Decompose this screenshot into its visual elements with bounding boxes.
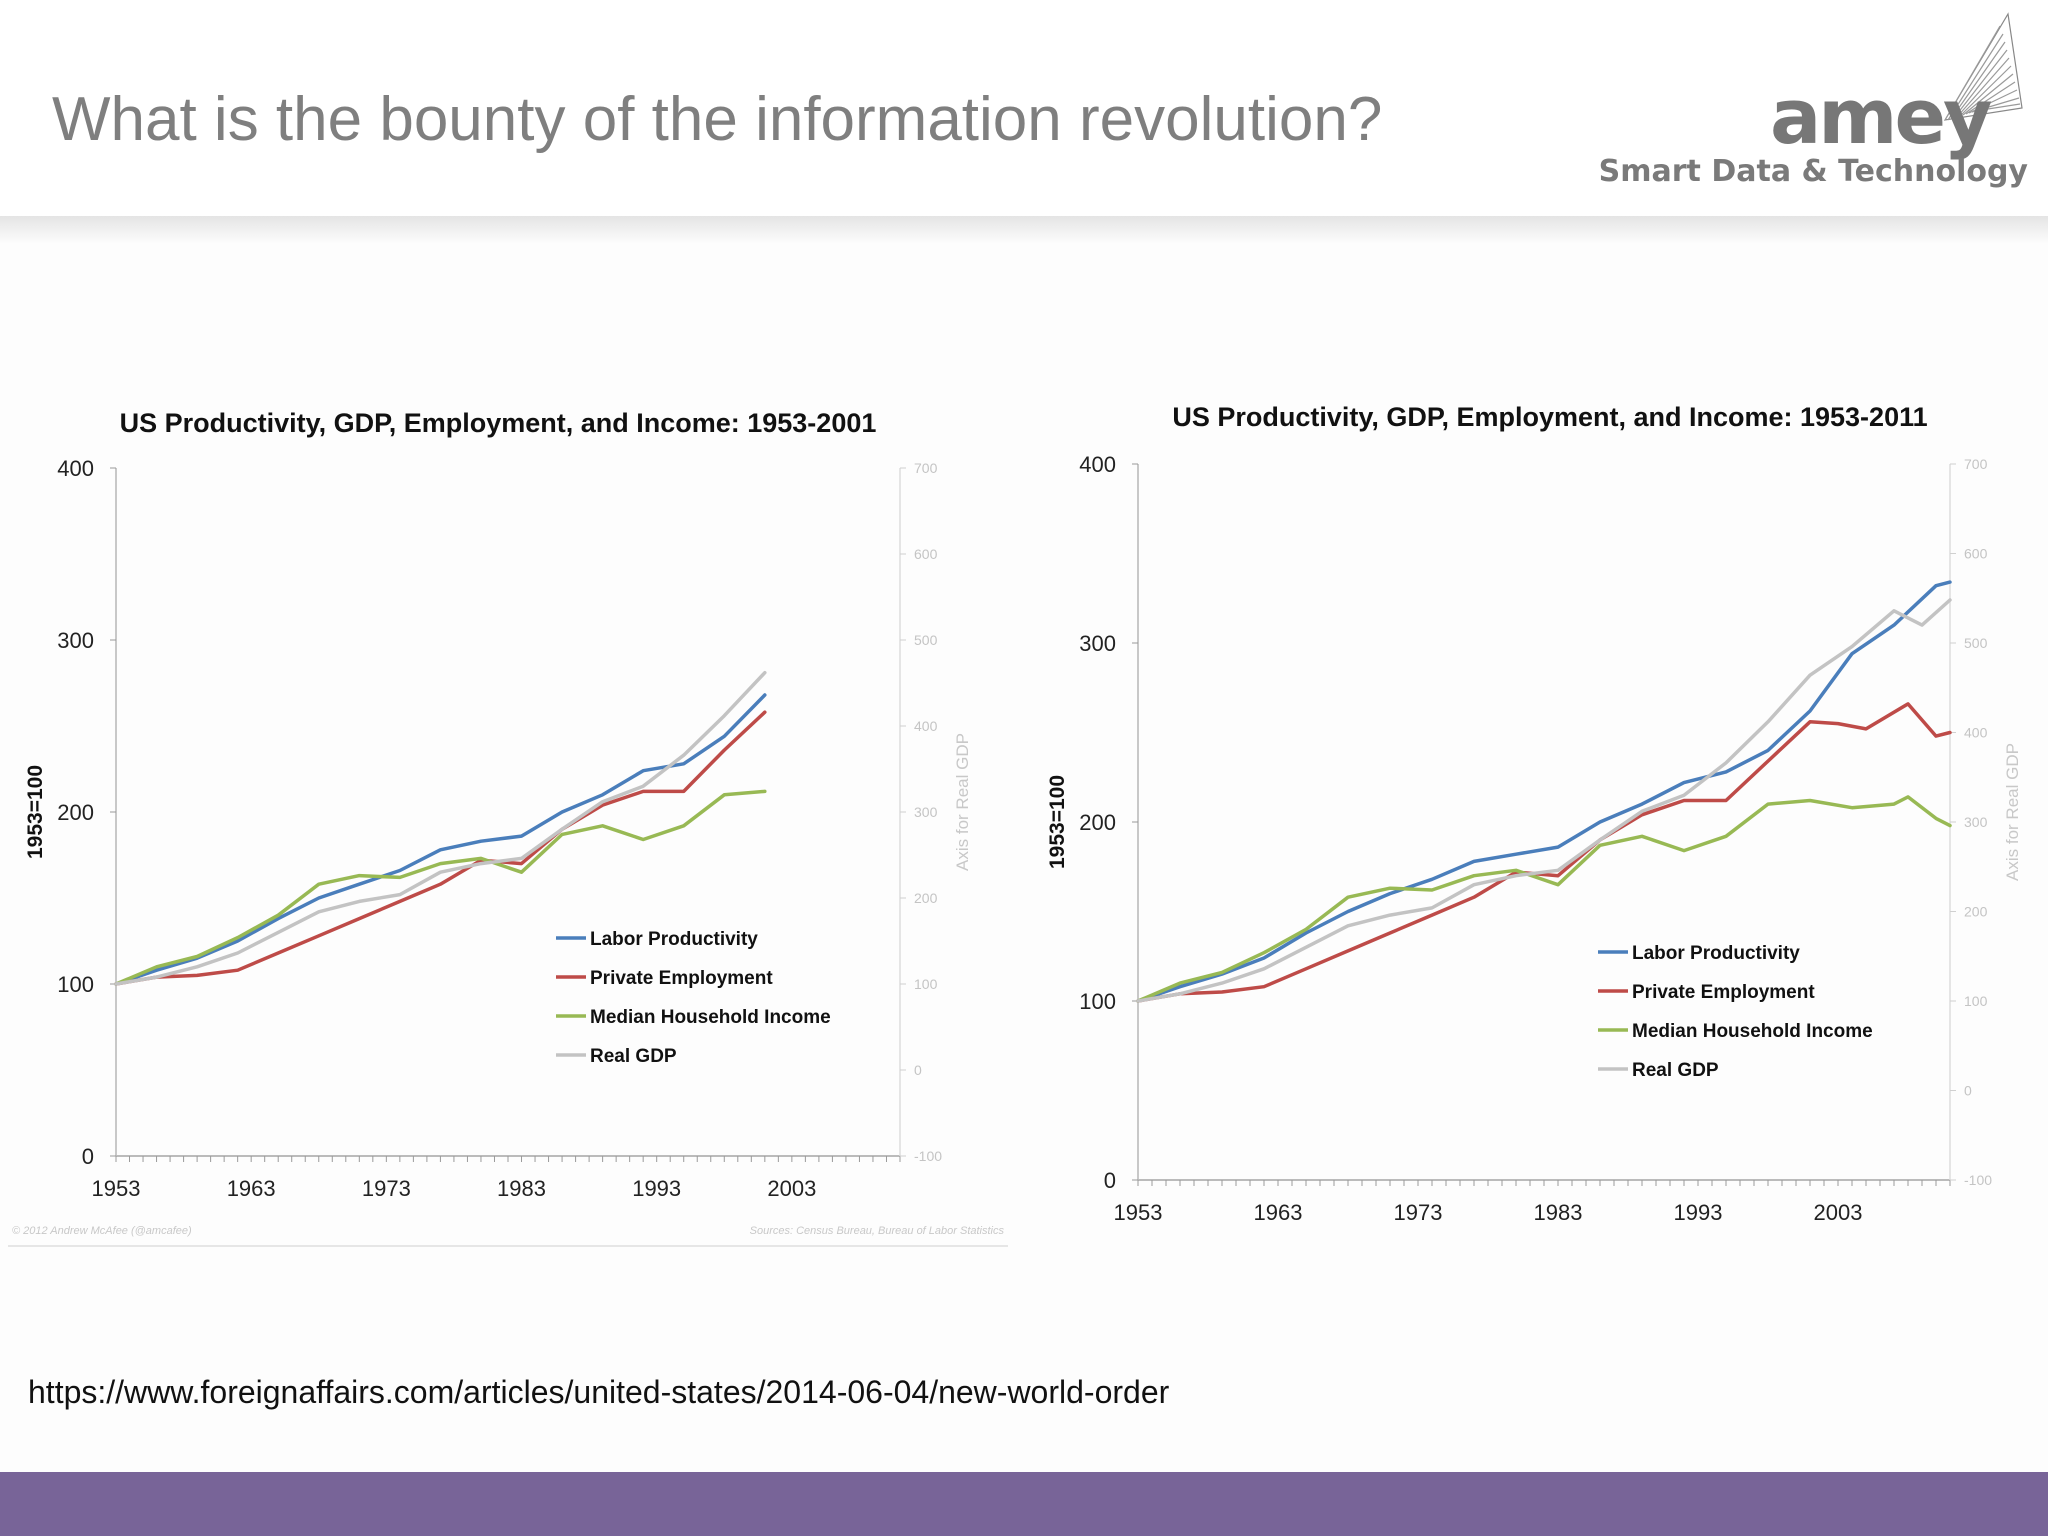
- chart-title: US Productivity, GDP, Employment, and In…: [120, 408, 877, 438]
- series-line-0: [114, 693, 767, 986]
- series-line-0: [1136, 580, 1952, 1003]
- right-tick-label: 400: [1964, 725, 1988, 741]
- y-tick-label: 0: [82, 1144, 94, 1169]
- series-line-1: [1136, 702, 1952, 1003]
- legend-label: Real GDP: [590, 1046, 677, 1067]
- right-tick-label: 600: [1964, 546, 1988, 562]
- header-shadow: [0, 216, 2048, 244]
- right-tick-label: 700: [914, 460, 938, 476]
- slide-header: [0, 0, 2048, 216]
- x-tick-label: 1983: [1534, 1200, 1583, 1225]
- chart-credit: © 2012 Andrew McAfee (@amcafee): [12, 1225, 192, 1237]
- y-axis-label: 1953=100: [1046, 775, 1069, 869]
- series-line-2: [114, 789, 767, 986]
- legend-label: Private Employment: [1632, 982, 1815, 1003]
- y-tick-label: 0: [1104, 1168, 1116, 1193]
- x-tick-label: 1973: [362, 1176, 411, 1201]
- x-tick-label: 1963: [1254, 1200, 1303, 1225]
- right-tick-label: 100: [1964, 993, 1988, 1009]
- y-tick-label: 200: [57, 800, 94, 825]
- chart-source-note: Sources: Census Bureau, Bureau of Labor …: [750, 1225, 1005, 1237]
- legend-label: Median Household Income: [1632, 1021, 1873, 1042]
- series-line-3: [1136, 598, 1952, 1003]
- right-tick-label: 0: [1964, 1083, 1972, 1099]
- legend-label: Real GDP: [1632, 1060, 1719, 1081]
- series-line-1: [114, 710, 767, 986]
- series-line-3: [114, 670, 767, 986]
- right-tick-label: -100: [914, 1148, 942, 1164]
- chart-1953-2011: US Productivity, GDP, Employment, and In…: [1046, 402, 2022, 1225]
- right-tick-label: 0: [914, 1062, 922, 1078]
- x-tick-label: 1973: [1394, 1200, 1443, 1225]
- source-link[interactable]: https://www.foreignaffairs.com/articles/…: [28, 1374, 1170, 1410]
- legend-label: Labor Productivity: [1632, 943, 1800, 964]
- right-tick-label: 700: [1964, 456, 1988, 472]
- y-tick-label: 200: [1079, 810, 1116, 835]
- x-tick-label: 1983: [497, 1176, 546, 1201]
- amey-logo-swoosh-icon: [1943, 12, 2023, 121]
- legend-label: Private Employment: [590, 968, 773, 989]
- right-tick-label: 500: [914, 632, 938, 648]
- chart-1953-2001: US Productivity, GDP, Employment, and In…: [8, 408, 1008, 1247]
- right-axis-label: Axis for Real GDP: [953, 733, 972, 871]
- right-tick-label: 500: [1964, 635, 1988, 651]
- logo-tagline: Smart Data & Technology: [1598, 154, 2028, 189]
- y-tick-label: 100: [1079, 989, 1116, 1014]
- x-tick-label: 2003: [1814, 1200, 1863, 1225]
- y-tick-label: 300: [1079, 631, 1116, 656]
- x-tick-label: 1963: [227, 1176, 276, 1201]
- right-tick-label: 300: [1964, 814, 1988, 830]
- y-axis-label: 1953=100: [24, 765, 47, 859]
- series-line-2: [1136, 795, 1952, 1003]
- right-tick-label: 600: [914, 546, 938, 562]
- y-tick-label: 300: [57, 628, 94, 653]
- x-tick-label: 1953: [1114, 1200, 1163, 1225]
- x-tick-label: 2003: [767, 1176, 816, 1201]
- right-tick-label: -100: [1964, 1172, 1992, 1188]
- right-axis-label: Axis for Real GDP: [2003, 743, 2022, 881]
- y-tick-label: 100: [57, 972, 94, 997]
- right-tick-label: 200: [1964, 904, 1988, 920]
- footer-bar: [0, 1472, 2048, 1536]
- slide-title: What is the bounty of the information re…: [52, 85, 1383, 154]
- right-tick-label: 300: [914, 804, 938, 820]
- legend-label: Labor Productivity: [590, 929, 758, 950]
- right-tick-label: 400: [914, 718, 938, 734]
- legend-label: Median Household Income: [590, 1007, 831, 1028]
- y-tick-label: 400: [1079, 452, 1116, 477]
- y-tick-label: 400: [57, 456, 94, 481]
- right-tick-label: 100: [914, 976, 938, 992]
- logo-wordmark: amey: [1770, 72, 1993, 161]
- x-tick-label: 1993: [632, 1176, 681, 1201]
- x-tick-label: 1953: [92, 1176, 141, 1201]
- chart-title: US Productivity, GDP, Employment, and In…: [1172, 402, 1927, 432]
- x-tick-label: 1993: [1674, 1200, 1723, 1225]
- right-tick-label: 200: [914, 890, 938, 906]
